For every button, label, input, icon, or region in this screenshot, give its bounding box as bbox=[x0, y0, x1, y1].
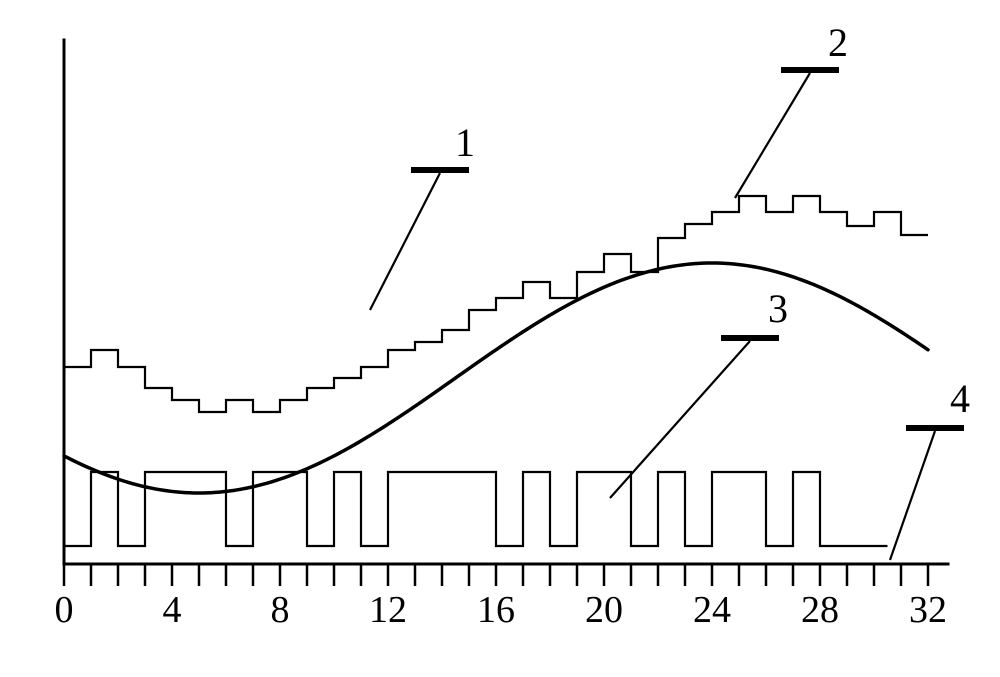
x-axis-label: 12 bbox=[369, 589, 407, 631]
x-axis-label: 28 bbox=[801, 589, 839, 631]
x-axis-label: 4 bbox=[163, 589, 182, 631]
pulse-path bbox=[64, 472, 888, 546]
x-axis-label: 32 bbox=[909, 589, 947, 631]
callout-number: 4 bbox=[950, 376, 970, 421]
x-axis-label: 8 bbox=[271, 589, 290, 631]
x-axis-label: 0 bbox=[55, 589, 74, 631]
staircase-curve bbox=[64, 196, 928, 412]
callout-leader bbox=[890, 431, 935, 560]
callout-number: 1 bbox=[455, 120, 475, 165]
callouts: 1 2 3 4 bbox=[370, 20, 970, 560]
callout-4: 4 bbox=[890, 376, 970, 560]
callout-3: 3 bbox=[610, 286, 788, 498]
callout-2: 2 bbox=[735, 20, 848, 198]
callout-number: 3 bbox=[768, 286, 788, 331]
callout-leader bbox=[370, 173, 440, 310]
x-axis-label: 20 bbox=[585, 589, 623, 631]
axes bbox=[64, 40, 948, 564]
callout-leader bbox=[735, 73, 810, 198]
x-axis-label: 24 bbox=[693, 589, 731, 631]
callout-number: 2 bbox=[828, 20, 848, 65]
callout-1: 1 bbox=[370, 120, 475, 310]
x-axis-labels: 0 4 8 12 16 20 24 28 32 bbox=[55, 589, 948, 631]
staircase-path bbox=[64, 196, 928, 412]
x-ticks bbox=[64, 564, 928, 586]
callout-leader bbox=[610, 341, 750, 498]
pulse-train bbox=[64, 472, 888, 546]
x-axis-label: 16 bbox=[477, 589, 515, 631]
